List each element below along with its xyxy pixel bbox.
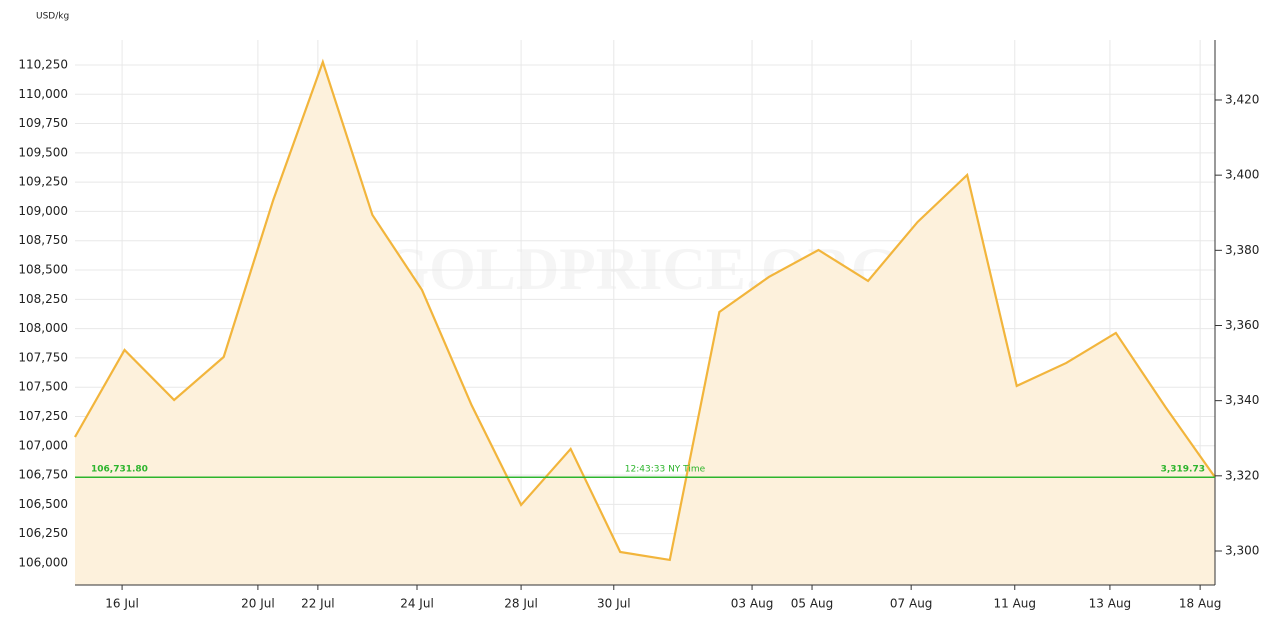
line: [74, 58, 1216, 562]
x-tick-label: 28 Jul: [504, 597, 538, 611]
y-tick-label: 109,500: [18, 145, 68, 159]
y2-tick-label: 3,300: [1225, 543, 1259, 557]
y-tick-label: 108,750: [18, 233, 68, 247]
x-tick-label: 13 Aug: [1089, 597, 1132, 611]
x-tick-label: 20 Jul: [241, 597, 275, 611]
area: [75, 62, 1215, 586]
y-tick-label: 107,500: [18, 380, 68, 394]
x-tick-label: 07 Aug: [890, 597, 933, 611]
y-tick-label: 106,000: [18, 555, 68, 569]
y-tick-label: 109,000: [18, 204, 68, 218]
x-tick-label: 24 Jul: [400, 597, 434, 611]
current-price-y2-label: 3,319.73: [1161, 464, 1205, 474]
current-price-label: 106,731.80: [91, 465, 148, 475]
y-tick-label: 109,750: [18, 116, 68, 130]
y-tick-label: 108,000: [18, 321, 68, 335]
y2-tick-label: 3,420: [1225, 92, 1259, 106]
y2-tick-label: 3,400: [1225, 168, 1259, 182]
y-tick-label: 108,250: [18, 292, 68, 306]
y-tick-label: 109,250: [18, 175, 68, 189]
y-tick-label: 106,750: [18, 468, 68, 482]
x-tick-label: 05 Aug: [791, 597, 834, 611]
x-tick-label: 18 Aug: [1179, 597, 1222, 611]
y2-tick-label: 3,340: [1225, 393, 1259, 407]
y2-tick-label: 3,360: [1225, 318, 1259, 332]
y-tick-label: 110,000: [18, 87, 68, 101]
y2-tick-label: 3,320: [1225, 468, 1259, 482]
y-tick-label: 110,250: [18, 57, 68, 71]
y-tick-label: 106,250: [18, 526, 68, 540]
y-tick-label: 107,250: [18, 409, 68, 423]
y2-tick-label: 3,380: [1225, 243, 1259, 257]
x-tick-label: 16 Jul: [105, 597, 139, 611]
y-tick-label: 107,750: [18, 350, 68, 364]
y-tick-label: 108,500: [18, 263, 68, 277]
y-axis-unit: USD/kg: [36, 12, 69, 22]
y-tick-label: 106,500: [18, 497, 68, 511]
current-time-label: 12:43:33 NY Time: [625, 465, 706, 475]
x-tick-label: 03 Aug: [731, 597, 774, 611]
y-tick-label: 107,000: [18, 438, 68, 452]
x-tick-label: 11 Aug: [993, 597, 1036, 611]
x-tick-label: 22 Jul: [301, 597, 335, 611]
x-tick-label: 30 Jul: [597, 597, 631, 611]
